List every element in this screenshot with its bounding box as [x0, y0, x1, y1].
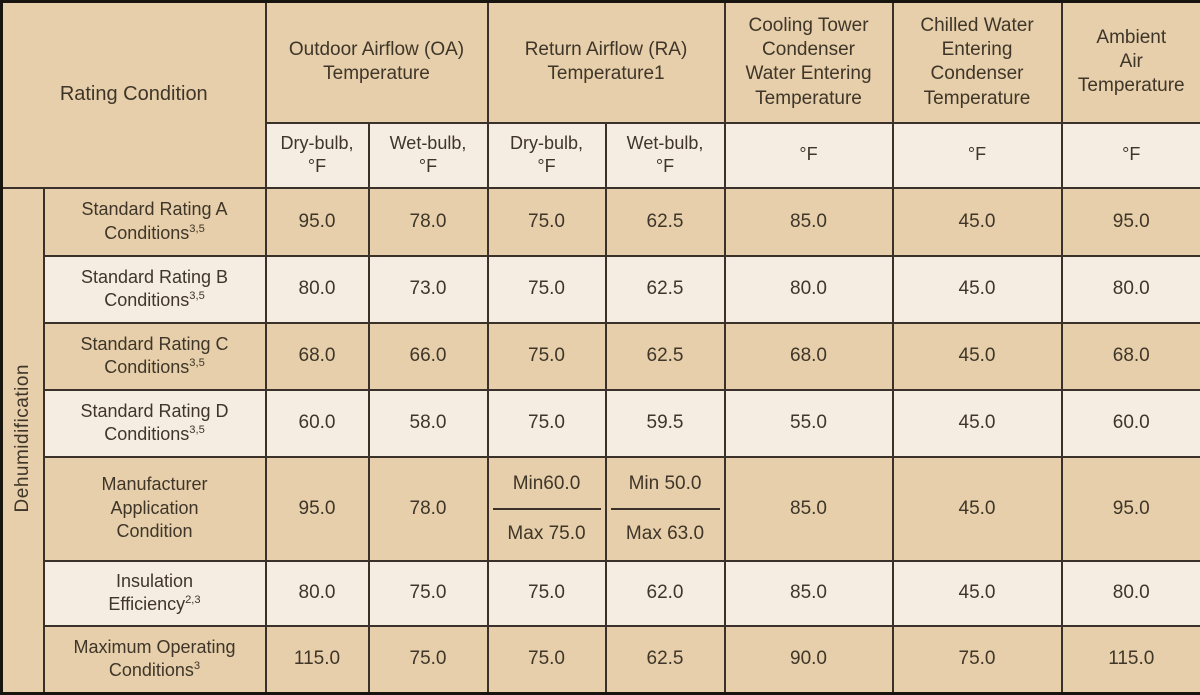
max-value: Max 75.0 — [493, 510, 601, 558]
oa-wetbulb-value: 78.0 — [369, 457, 488, 561]
oa-drybulb-value: 80.0 — [266, 561, 369, 626]
ra-drybulb-value: 75.0 — [488, 390, 606, 457]
footnote-superscript: 3,5 — [189, 357, 205, 369]
footnote-superscript: 3 — [194, 660, 200, 672]
oa-drybulb-value: 80.0 — [266, 256, 369, 323]
table-row: Manufacturer Application Condition 95.0 … — [2, 457, 1200, 561]
ra-drybulb-value: 75.0 — [488, 323, 606, 390]
chilled-water-value: 45.0 — [893, 561, 1062, 626]
ra-drybulb-value: 75.0 — [488, 626, 606, 694]
min-value: Min60.0 — [493, 460, 601, 510]
ambient-air-header: Ambient Air Temperature — [1062, 2, 1200, 123]
row-label-manufacturer-application: Manufacturer Application Condition — [44, 457, 266, 561]
ra-wetbulb-value: 62.5 — [606, 323, 725, 390]
cooling-tower-value: 68.0 — [725, 323, 893, 390]
oa-drybulb-value: 95.0 — [266, 457, 369, 561]
dehumidification-vertical-text: Dehumidification — [12, 364, 34, 512]
row-label-standard-rating-a: Standard Rating A Conditions3,5 — [44, 188, 266, 256]
oa-wetbulb-value: 75.0 — [369, 561, 488, 626]
chilled-water-unit: °F — [893, 123, 1062, 188]
dehumidification-group-label: Dehumidification — [2, 188, 44, 694]
footnote-superscript: 2,3 — [185, 594, 201, 606]
table-row: Standard Rating C Conditions3,5 68.0 66.… — [2, 323, 1200, 390]
ra-wetbulb-value: 62.5 — [606, 256, 725, 323]
return-airflow-header: Return Airflow (RA) Temperature1 — [488, 2, 725, 123]
cooling-tower-unit: °F — [725, 123, 893, 188]
row-label-insulation-efficiency: Insulation Efficiency2,3 — [44, 561, 266, 626]
row-label-standard-rating-c: Standard Rating C Conditions3,5 — [44, 323, 266, 390]
footnote-superscript: 3,5 — [189, 290, 205, 302]
footnote-superscript: 3,5 — [189, 424, 205, 436]
minmax-stack: Min 50.0 Max 63.0 — [611, 460, 720, 558]
footnote-superscript: 3,5 — [189, 223, 205, 235]
minmax-stack: Min60.0 Max 75.0 — [493, 460, 601, 558]
min-value: Min 50.0 — [611, 460, 720, 510]
ra-drybulb-subheader: Dry-bulb, °F — [488, 123, 606, 188]
oa-wetbulb-value: 58.0 — [369, 390, 488, 457]
table-row: Insulation Efficiency2,3 80.0 75.0 75.0 … — [2, 561, 1200, 626]
cooling-tower-value: 85.0 — [725, 457, 893, 561]
ra-wetbulb-value: 62.5 — [606, 188, 725, 256]
ambient-air-value: 68.0 — [1062, 323, 1200, 390]
oa-drybulb-value: 68.0 — [266, 323, 369, 390]
ra-wetbulb-subheader: Wet-bulb, °F — [606, 123, 725, 188]
row-label-standard-rating-d: Standard Rating D Conditions3,5 — [44, 390, 266, 457]
ra-wetbulb-value: 62.5 — [606, 626, 725, 694]
table-row: Standard Rating B Conditions3,5 80.0 73.… — [2, 256, 1200, 323]
ra-drybulb-minmax-cell: Min60.0 Max 75.0 — [488, 457, 606, 561]
ambient-air-value: 80.0 — [1062, 256, 1200, 323]
oa-wetbulb-value: 66.0 — [369, 323, 488, 390]
oa-drybulb-value: 95.0 — [266, 188, 369, 256]
oa-wetbulb-value: 75.0 — [369, 626, 488, 694]
ambient-air-value: 95.0 — [1062, 457, 1200, 561]
chilled-water-header: Chilled Water Entering Condenser Tempera… — [893, 2, 1062, 123]
table-row: Standard Rating D Conditions3,5 60.0 58.… — [2, 390, 1200, 457]
cooling-tower-value: 55.0 — [725, 390, 893, 457]
ambient-air-value: 115.0 — [1062, 626, 1200, 694]
oa-drybulb-value: 115.0 — [266, 626, 369, 694]
oa-wetbulb-value: 78.0 — [369, 188, 488, 256]
cooling-tower-value: 80.0 — [725, 256, 893, 323]
chilled-water-value: 45.0 — [893, 323, 1062, 390]
cooling-tower-value: 85.0 — [725, 188, 893, 256]
cooling-tower-header: Cooling Tower Condenser Water Entering T… — [725, 2, 893, 123]
row-label-maximum-operating: Maximum Operating Conditions3 — [44, 626, 266, 694]
rating-condition-header: Rating Condition — [2, 2, 266, 188]
cooling-tower-value: 85.0 — [725, 561, 893, 626]
chilled-water-value: 45.0 — [893, 256, 1062, 323]
oa-wetbulb-subheader: Wet-bulb, °F — [369, 123, 488, 188]
ambient-air-value: 95.0 — [1062, 188, 1200, 256]
ambient-air-unit: °F — [1062, 123, 1200, 188]
ra-drybulb-value: 75.0 — [488, 256, 606, 323]
chilled-water-value: 45.0 — [893, 390, 1062, 457]
max-value: Max 63.0 — [611, 510, 720, 558]
ra-drybulb-value: 75.0 — [488, 561, 606, 626]
oa-drybulb-subheader: Dry-bulb, °F — [266, 123, 369, 188]
outdoor-airflow-header: Outdoor Airflow (OA) Temperature — [266, 2, 488, 123]
ra-wetbulb-minmax-cell: Min 50.0 Max 63.0 — [606, 457, 725, 561]
ambient-air-value: 80.0 — [1062, 561, 1200, 626]
chilled-water-value: 45.0 — [893, 457, 1062, 561]
table-row: Dehumidification Standard Rating A Condi… — [2, 188, 1200, 256]
ambient-air-value: 60.0 — [1062, 390, 1200, 457]
chilled-water-value: 75.0 — [893, 626, 1062, 694]
row-label-standard-rating-b: Standard Rating B Conditions3,5 — [44, 256, 266, 323]
ra-wetbulb-value: 59.5 — [606, 390, 725, 457]
table-row: Maximum Operating Conditions3 115.0 75.0… — [2, 626, 1200, 694]
chilled-water-value: 45.0 — [893, 188, 1062, 256]
ra-drybulb-value: 75.0 — [488, 188, 606, 256]
oa-drybulb-value: 60.0 — [266, 390, 369, 457]
cooling-tower-value: 90.0 — [725, 626, 893, 694]
oa-wetbulb-value: 73.0 — [369, 256, 488, 323]
ra-wetbulb-value: 62.0 — [606, 561, 725, 626]
